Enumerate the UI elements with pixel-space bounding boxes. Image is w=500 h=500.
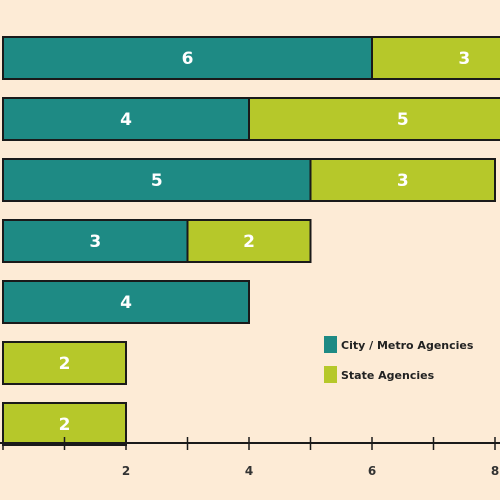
bar-value-label: 4 bbox=[120, 293, 132, 313]
bar-value-label: 6 bbox=[182, 49, 194, 69]
bar-segment bbox=[2, 219, 189, 263]
bar-value-label: 2 bbox=[243, 232, 255, 252]
bar-value-label: 3 bbox=[397, 171, 409, 191]
bar-segment bbox=[2, 158, 312, 202]
bar-value-label: 2 bbox=[59, 354, 71, 374]
bar-segment bbox=[2, 341, 127, 385]
legend-swatch bbox=[324, 366, 337, 383]
legend: City / Metro Agencies State Agencies bbox=[324, 336, 474, 383]
bar-value-label: 4 bbox=[120, 110, 132, 130]
legend-swatch bbox=[324, 336, 337, 353]
bar-value-label: 5 bbox=[151, 171, 163, 191]
bar-value-label: 3 bbox=[89, 232, 101, 252]
bar-segment bbox=[2, 97, 250, 141]
bar-segment bbox=[371, 36, 500, 80]
bar-value-label: 3 bbox=[458, 49, 470, 69]
legend-label: State Agencies bbox=[341, 369, 435, 382]
bar-value-label: 5 bbox=[397, 110, 409, 130]
bar-value-label: 2 bbox=[59, 415, 71, 435]
legend-label: City / Metro Agencies bbox=[341, 339, 474, 352]
bar-segment bbox=[2, 280, 250, 324]
x-tick-label: 2 bbox=[122, 464, 130, 478]
bar-segment bbox=[186, 219, 312, 263]
bar-segment bbox=[248, 97, 500, 141]
bar-segment bbox=[309, 158, 496, 202]
bar-segment bbox=[2, 36, 373, 80]
x-tick-label: 4 bbox=[245, 464, 253, 478]
x-tick-label: 8 bbox=[491, 464, 499, 478]
x-axis: 2 4 6 8 bbox=[0, 437, 500, 478]
bars-layer: 6 3 4 5 5 3 3 2 4 2 2 bbox=[2, 36, 500, 446]
x-tick-label: 6 bbox=[368, 464, 376, 478]
